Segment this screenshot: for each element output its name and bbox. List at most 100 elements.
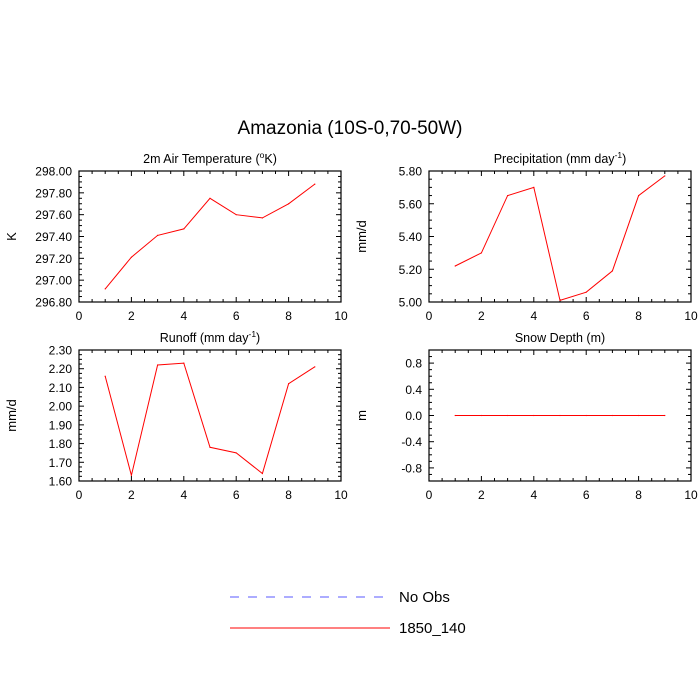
chart-title-suffix: ) — [256, 331, 260, 345]
data-point — [533, 186, 535, 188]
y-tick-label: 1.90 — [49, 418, 73, 432]
data-point — [507, 194, 509, 197]
legend-label: No Obs — [399, 589, 450, 606]
data-point — [559, 414, 561, 417]
chart-title-superscript: o — [260, 150, 265, 160]
y-tick-label: 2.10 — [49, 381, 73, 395]
y-tick-label: 1.70 — [49, 456, 73, 470]
data-point — [480, 414, 482, 417]
x-tick-label: 6 — [583, 309, 590, 323]
chart-title-superscript: -1 — [248, 329, 256, 339]
x-tick-label: 10 — [684, 309, 698, 323]
y-tick-label: 2.00 — [49, 400, 73, 414]
data-point — [209, 197, 211, 199]
data-point — [130, 474, 132, 476]
series-line-1850_140 — [104, 362, 316, 476]
data-point — [209, 446, 211, 448]
x-tick-label: 0 — [426, 488, 433, 502]
y-tick-label: -0.4 — [401, 435, 422, 449]
data-point — [585, 291, 587, 293]
y-tick-label: -0.8 — [401, 461, 422, 475]
data-point — [314, 183, 316, 185]
y-axis-label: mm/d — [4, 399, 19, 432]
x-tick-label: 10 — [334, 488, 348, 502]
chart-title: Runoff (mm day-1) — [160, 329, 260, 345]
data-point — [454, 265, 456, 267]
legend-label: 1850_140 — [399, 620, 466, 637]
series-line-1850_140 — [454, 175, 666, 302]
chart-panel-4: Snow Depth (m) m 0 2 4 6 8 10 -0.8 -0.4 0.0 0.4 0.8 — [354, 331, 698, 502]
data-point — [157, 364, 159, 366]
chart-title-text: 2m Air Temperature ( — [143, 152, 260, 166]
chart-title: 2m Air Temperature (oK) — [143, 150, 277, 166]
y-tick-label: 5.80 — [399, 165, 423, 179]
x-tick-label: 2 — [128, 309, 135, 323]
chart-panel-3: Runoff (mm day-1) mm/d 0 2 4 6 8 10 1.60 1.70 1.80… — [4, 329, 348, 502]
y-tick-label: 1.80 — [49, 437, 73, 451]
x-tick-label: 0 — [426, 309, 433, 323]
data-point — [314, 366, 316, 368]
x-tick-label: 4 — [180, 488, 187, 502]
y-tick-label: 297.20 — [35, 252, 72, 266]
y-tick-label: 0.4 — [405, 383, 422, 397]
figure-title: Amazonia (10S-0,70-50W) — [238, 118, 463, 139]
chart-title-text: Snow Depth (m) — [515, 331, 605, 345]
data-point — [261, 217, 263, 219]
data-point — [664, 414, 666, 417]
series-line-1850_140 — [104, 183, 316, 290]
y-axis-label: m — [354, 410, 369, 421]
x-tick-label: 2 — [478, 488, 485, 502]
x-tick-label: 10 — [334, 309, 348, 323]
x-tick-label: 6 — [583, 488, 590, 502]
data-point — [585, 414, 587, 417]
chart-title-text: Runoff (mm day — [160, 331, 249, 345]
chart-title-superscript: -1 — [615, 150, 623, 160]
data-point — [611, 270, 614, 272]
chart-panels: 2m Air Temperature (oK) K 0 2 4 6 8 10 296.80 297… — [4, 150, 698, 502]
data-point — [104, 288, 106, 290]
plot-frame — [78, 170, 342, 303]
y-tick-label: 2.30 — [49, 344, 73, 358]
y-tick-label: 5.60 — [399, 197, 423, 211]
x-tick-label: 8 — [635, 309, 642, 323]
x-tick-label: 2 — [478, 309, 485, 323]
x-tick-label: 0 — [76, 309, 83, 323]
y-axis-label: K — [4, 232, 19, 241]
x-tick-label: 8 — [285, 309, 292, 323]
data-point — [638, 414, 640, 417]
y-tick-label: 297.40 — [35, 230, 72, 244]
data-point — [288, 203, 290, 205]
y-tick-label: 297.80 — [35, 186, 72, 200]
x-tick-label: 6 — [233, 488, 240, 502]
x-tick-label: 4 — [530, 309, 537, 323]
y-tick-label: 297.60 — [35, 208, 72, 222]
data-point — [235, 214, 237, 216]
x-tick-label: 0 — [76, 488, 83, 502]
chart-title-suffix: ) — [622, 152, 626, 166]
data-point — [611, 414, 614, 417]
x-tick-label: 2 — [128, 488, 135, 502]
data-point — [559, 299, 561, 301]
data-point — [664, 175, 666, 177]
x-tick-label: 6 — [233, 309, 240, 323]
y-tick-label: 297.00 — [35, 274, 72, 288]
y-tick-label: 0.0 — [405, 409, 422, 423]
data-point — [533, 414, 535, 417]
data-point — [157, 234, 159, 237]
y-tick-label: 5.40 — [399, 230, 423, 244]
data-point — [480, 252, 482, 254]
y-axis-label: mm/d — [354, 220, 369, 253]
x-tick-label: 8 — [285, 488, 292, 502]
data-point — [507, 414, 509, 417]
chart-panel-2: Precipitation (mm day-1) mm/d 0 2 4 6 8 10 5.00 5… — [354, 150, 698, 323]
y-tick-label: 2.20 — [49, 362, 73, 376]
plot-frame — [428, 170, 692, 303]
y-tick-label: 298.00 — [35, 165, 72, 179]
x-tick-label: 4 — [180, 309, 187, 323]
y-tick-label: 0.8 — [405, 357, 422, 371]
data-point — [288, 383, 290, 385]
x-tick-label: 4 — [530, 488, 537, 502]
y-tick-label: 5.20 — [399, 263, 423, 277]
x-tick-label: 10 — [684, 488, 698, 502]
